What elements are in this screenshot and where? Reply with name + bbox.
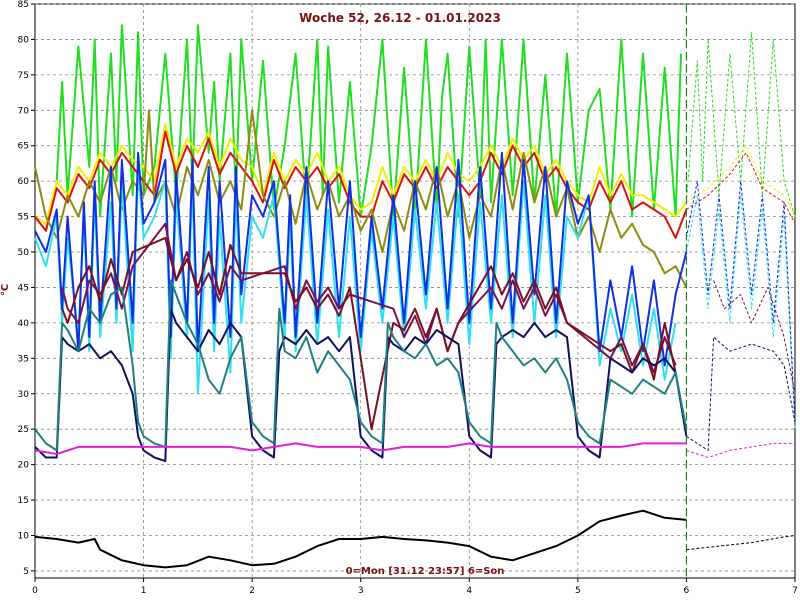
y-tick-label: 10	[18, 531, 30, 541]
y-tick-label: 85	[18, 0, 29, 10]
y-tick-label: 65	[18, 142, 29, 152]
x-tick-label: 5	[575, 586, 581, 596]
forecast-line-yellow	[686, 145, 796, 217]
series-line-black	[34, 509, 687, 569]
series-line-green	[34, 24, 682, 232]
forecast-line-green	[685, 31, 796, 217]
series-group	[34, 4, 796, 578]
y-tick-label: 5	[23, 567, 29, 577]
y-tick-label: 35	[18, 354, 29, 364]
chart-title: Woche 52, 26.12 - 01.01.2023	[299, 11, 501, 25]
x-tick-label: 2	[249, 586, 255, 596]
y-tick-label: 50	[18, 248, 30, 258]
y-tick-label: 25	[18, 425, 29, 435]
series-line-magenta	[34, 442, 687, 455]
forecast-line-red	[686, 152, 796, 224]
series-line-olive	[34, 109, 688, 288]
forecast-line-cyan	[685, 194, 796, 430]
y-tick-label: 20	[18, 461, 30, 471]
series-line-darkred	[61, 236, 677, 431]
y-tick-label: 80	[18, 35, 30, 45]
y-tick-label: 30	[18, 390, 30, 400]
x-tick-label: 4	[466, 586, 472, 596]
y-tick-label: 40	[18, 319, 30, 329]
y-tick-label: 45	[18, 283, 29, 293]
y-tick-label: 15	[18, 496, 29, 506]
series-line-teal	[34, 279, 688, 452]
forecast-line-black	[686, 535, 796, 551]
series-line-blue	[34, 151, 688, 367]
y-tick-label: 55	[18, 213, 29, 223]
forecast-line-maroon	[713, 280, 796, 394]
forecast-line-magenta	[686, 442, 795, 458]
x-tick-label: 0	[32, 586, 38, 596]
y-tick-label: 70	[18, 106, 30, 116]
x-tick-label: 7	[792, 586, 798, 596]
y-tick-label: 60	[18, 177, 30, 187]
y-tick-label: 75	[18, 71, 29, 81]
series-line-yellow	[34, 123, 688, 225]
weekday-legend-note: 0=Mon [31.12 23:57] 6=Son	[346, 566, 505, 577]
forecast-line-blue	[685, 180, 796, 423]
forecast-line-navy	[686, 336, 796, 451]
x-tick-label: 3	[358, 586, 364, 596]
x-tick-label: 6	[684, 586, 690, 596]
x-tick-label: 1	[141, 586, 147, 596]
series-line-navy	[34, 307, 688, 463]
y-axis-label: °C	[0, 284, 11, 296]
plot-frame	[34, 3, 796, 579]
